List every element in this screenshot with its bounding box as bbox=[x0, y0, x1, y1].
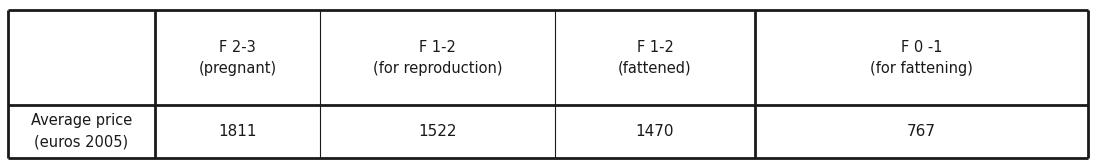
Text: F 2-3
(pregnant): F 2-3 (pregnant) bbox=[198, 39, 276, 75]
Text: 1470: 1470 bbox=[636, 124, 674, 139]
Text: Average price
(euros 2005): Average price (euros 2005) bbox=[31, 114, 133, 150]
Text: 767: 767 bbox=[907, 124, 936, 139]
Text: 1811: 1811 bbox=[218, 124, 256, 139]
Text: F 0 -1
(for fattening): F 0 -1 (for fattening) bbox=[870, 39, 973, 75]
Text: 1522: 1522 bbox=[419, 124, 457, 139]
Text: F 1-2
(fattened): F 1-2 (fattened) bbox=[618, 39, 692, 75]
Text: F 1-2
(for reproduction): F 1-2 (for reproduction) bbox=[373, 39, 502, 75]
